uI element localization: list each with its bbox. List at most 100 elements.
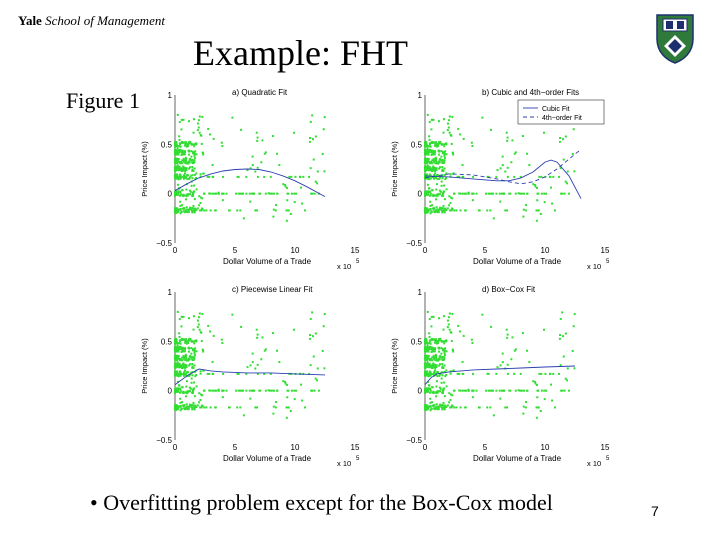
scatter-point bbox=[181, 373, 184, 376]
scatter-point bbox=[540, 192, 543, 195]
scatter-point bbox=[426, 164, 429, 167]
scatter-point bbox=[181, 346, 184, 349]
scatter-point bbox=[435, 380, 438, 383]
scatter-point bbox=[432, 362, 435, 365]
scatter-point bbox=[312, 158, 315, 161]
scatter-points bbox=[424, 310, 576, 419]
scatter-point bbox=[445, 176, 448, 179]
fit-line bbox=[424, 159, 582, 199]
brand-yale: Yale bbox=[18, 13, 42, 28]
scatter-point bbox=[217, 389, 220, 392]
scatter-point bbox=[200, 209, 203, 212]
scatter-point bbox=[251, 352, 254, 355]
scatter-point bbox=[534, 380, 537, 383]
scatter-point bbox=[427, 354, 430, 357]
scatter-point bbox=[427, 193, 430, 196]
y-tick-label: 0.5 bbox=[411, 337, 423, 346]
scatter-point bbox=[187, 162, 190, 165]
scatter-point bbox=[316, 170, 319, 173]
y-tick-label: 0 bbox=[418, 190, 423, 199]
scatter-point bbox=[487, 372, 490, 375]
scatter-point bbox=[178, 145, 181, 148]
scatter-point bbox=[424, 207, 427, 210]
scatter-point bbox=[438, 405, 441, 408]
scatter-point bbox=[431, 204, 434, 207]
scatter-point bbox=[322, 325, 325, 328]
scatter-point bbox=[287, 209, 290, 212]
scatter-point bbox=[443, 145, 446, 148]
scatter-point bbox=[424, 356, 427, 359]
scatter-point bbox=[562, 138, 565, 141]
scatter-point bbox=[181, 364, 184, 367]
scatter-point bbox=[425, 363, 428, 366]
scatter-point bbox=[435, 161, 438, 164]
scatter-point bbox=[194, 404, 197, 407]
scatter-point bbox=[435, 198, 438, 201]
scatter-point bbox=[571, 349, 574, 352]
scatter-point bbox=[322, 128, 325, 131]
scatter-point bbox=[196, 319, 199, 322]
scatter-point bbox=[211, 163, 214, 166]
scatter-point bbox=[174, 356, 177, 359]
scatter-point bbox=[489, 389, 492, 392]
scatter-point bbox=[188, 167, 191, 170]
scatter-point bbox=[200, 406, 203, 409]
scatter-point bbox=[195, 406, 198, 409]
scatter-point bbox=[433, 350, 436, 353]
scatter-point bbox=[190, 340, 193, 343]
scatter-point bbox=[246, 169, 249, 172]
scatter-point bbox=[193, 160, 196, 163]
scatter-point bbox=[176, 389, 179, 392]
scatter-point bbox=[433, 172, 436, 175]
scatter-point bbox=[424, 208, 427, 211]
scatter-point bbox=[194, 178, 197, 181]
scatter-point bbox=[174, 371, 177, 374]
scatter-point bbox=[558, 175, 561, 178]
scatter-point bbox=[179, 190, 182, 193]
scatter-point bbox=[457, 127, 460, 130]
scatter-point bbox=[178, 362, 181, 365]
scatter-point bbox=[506, 136, 509, 139]
scatter-point bbox=[440, 347, 443, 350]
scatter-point bbox=[495, 372, 498, 375]
scatter-point bbox=[288, 175, 291, 178]
scatter-point bbox=[255, 209, 258, 212]
scatter-point bbox=[534, 382, 537, 385]
scatter-point bbox=[428, 145, 431, 148]
scatter-point bbox=[441, 365, 444, 368]
scatter-point bbox=[240, 192, 243, 195]
scatter-point bbox=[254, 209, 257, 212]
scatter-point bbox=[435, 159, 438, 162]
scatter-point bbox=[439, 176, 442, 179]
scatter-point bbox=[431, 207, 434, 210]
scatter-point bbox=[310, 389, 313, 392]
scatter-point bbox=[294, 175, 297, 178]
scatter-point bbox=[179, 204, 182, 207]
scatter-point bbox=[256, 372, 259, 375]
scatter-point bbox=[181, 159, 184, 162]
scatter-point bbox=[424, 166, 427, 169]
scatter-point bbox=[543, 201, 546, 204]
scatter-point bbox=[441, 355, 444, 358]
scatter-point bbox=[212, 334, 215, 337]
scatter-point bbox=[435, 157, 438, 160]
scatter-point bbox=[292, 131, 295, 134]
figure-label: Figure 1 bbox=[66, 88, 140, 113]
scatter-point bbox=[424, 365, 427, 368]
scatter-point bbox=[184, 367, 187, 370]
scatter-point bbox=[313, 192, 316, 195]
scatter-point bbox=[440, 377, 443, 380]
scatter-point bbox=[520, 192, 523, 195]
scatter-point bbox=[443, 160, 446, 163]
scatter-point bbox=[184, 407, 187, 410]
scatter-point bbox=[440, 155, 443, 158]
scatter-point bbox=[471, 342, 474, 345]
scatter-point bbox=[432, 165, 435, 168]
scatter-point bbox=[190, 143, 193, 146]
scatter-point bbox=[222, 372, 225, 375]
x-axis-label: Dollar Volume of a Trade bbox=[473, 454, 562, 463]
scatter-point bbox=[428, 173, 431, 176]
scatter-point bbox=[487, 175, 490, 178]
scatter-point bbox=[425, 166, 428, 169]
scatter-point bbox=[427, 187, 430, 190]
